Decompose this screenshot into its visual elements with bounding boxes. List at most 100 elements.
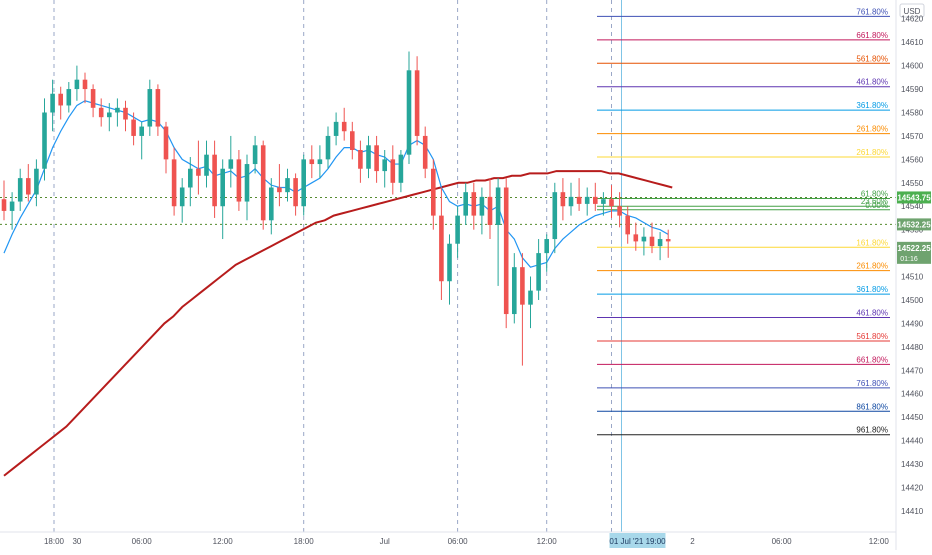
- candle-body: [285, 178, 290, 193]
- candle: [293, 173, 298, 216]
- candle-body: [422, 135, 428, 169]
- time-tick-label: 12:00: [537, 537, 558, 546]
- candle: [593, 182, 598, 211]
- candle: [301, 154, 306, 216]
- candle-body: [26, 178, 31, 195]
- candle: [544, 234, 549, 272]
- price-tick-label: 14560: [901, 155, 924, 164]
- price-tick-label: 14410: [901, 507, 924, 516]
- candle-body: [236, 159, 242, 202]
- candle: [269, 178, 274, 235]
- candle-body: [123, 107, 128, 120]
- candle-body: [544, 239, 549, 254]
- candle-body: [503, 187, 509, 315]
- candle: [171, 147, 177, 216]
- candle-body: [398, 154, 404, 183]
- candle-body: [317, 159, 323, 165]
- currency-label[interactable]: USD: [904, 7, 921, 16]
- candle: [512, 253, 517, 324]
- candle-body: [374, 145, 379, 172]
- candle-body: [584, 196, 590, 204]
- time-axis[interactable]: 18:00 30 06:00 12:00 18:00 Jul 06:00 12:00 01 Ju…: [0, 531, 932, 548]
- candle: [90, 84, 96, 118]
- price-tick-label: 14620: [901, 15, 924, 24]
- fib-level-label: 761.80%: [856, 7, 888, 16]
- time-tick-label: 01 Jul '21 19:00: [609, 537, 666, 546]
- candle: [536, 239, 541, 300]
- candle: [317, 145, 323, 179]
- price-tag: [897, 241, 931, 264]
- candle-body: [487, 196, 493, 225]
- candle-body: [617, 206, 622, 216]
- candle-body: [366, 145, 371, 169]
- candle-body: [1, 199, 7, 211]
- candle: [139, 121, 144, 160]
- candle-body: [74, 79, 80, 90]
- candle: [155, 84, 161, 136]
- candle-body: [293, 178, 298, 207]
- candle: [58, 86, 63, 120]
- price-tick-label: 14460: [901, 390, 924, 399]
- candle: [26, 164, 31, 202]
- moving-average-layer: [3, 100, 673, 477]
- time-cursor-box: [609, 533, 666, 548]
- candle-body: [252, 145, 258, 165]
- price-tick-label: 14500: [901, 296, 924, 305]
- candle: [552, 182, 558, 254]
- candle-body: [58, 93, 63, 106]
- time-tick-label: 18:00: [44, 537, 65, 546]
- countdown-label: 01:16: [900, 256, 918, 263]
- time-tick-label: 18:00: [294, 537, 315, 546]
- fib-level-label: 661.80%: [856, 31, 888, 40]
- candles-layer: [1, 51, 671, 366]
- candle-body: [641, 236, 647, 242]
- candle: [487, 178, 493, 240]
- candle-body: [66, 89, 72, 106]
- price-tick-label: 14440: [901, 437, 924, 446]
- time-tick-label: Jul: [380, 537, 390, 546]
- candle-body: [269, 187, 274, 221]
- candle: [236, 149, 242, 211]
- candle: [479, 187, 485, 235]
- candle-body: [665, 239, 671, 242]
- candle-body: [139, 126, 144, 136]
- candle: [617, 192, 622, 228]
- grid-layer: [53, 0, 622, 532]
- fib-level-label: 661.80%: [856, 355, 888, 364]
- candle: [277, 164, 282, 207]
- candle: [520, 253, 525, 366]
- candle-body: [576, 196, 582, 204]
- candle-body: [277, 187, 282, 193]
- fib-level-label: 461.80%: [856, 78, 888, 87]
- candle: [471, 182, 477, 230]
- candle-body: [212, 154, 217, 207]
- time-tick-label: 30: [72, 537, 81, 546]
- candle-body: [431, 168, 436, 216]
- price-tick-label: 14430: [901, 460, 924, 469]
- price-tag-label: 14522.25: [897, 244, 931, 253]
- candle: [568, 182, 574, 216]
- fib-level-label: 361.80%: [856, 285, 888, 294]
- candle-body: [341, 121, 347, 132]
- candle: [115, 98, 120, 127]
- candle-body: [520, 267, 525, 305]
- candle-body: [163, 126, 169, 160]
- candle: [641, 227, 647, 256]
- candle: [34, 159, 39, 207]
- price-tag-label: 14543.75: [897, 193, 931, 202]
- candle: [406, 51, 412, 165]
- candle: [649, 222, 655, 254]
- candle-body: [90, 89, 96, 108]
- candle: [228, 135, 234, 188]
- candle-body: [414, 70, 420, 136]
- candle: [358, 140, 363, 183]
- time-tick-label: 12:00: [869, 537, 890, 546]
- candle: [131, 112, 136, 146]
- fib-level-label: 261.80%: [856, 148, 888, 157]
- candle-body: [495, 187, 501, 225]
- candle-body: [528, 290, 533, 305]
- price-tick-label: 14600: [901, 62, 924, 71]
- candle-body: [625, 215, 630, 235]
